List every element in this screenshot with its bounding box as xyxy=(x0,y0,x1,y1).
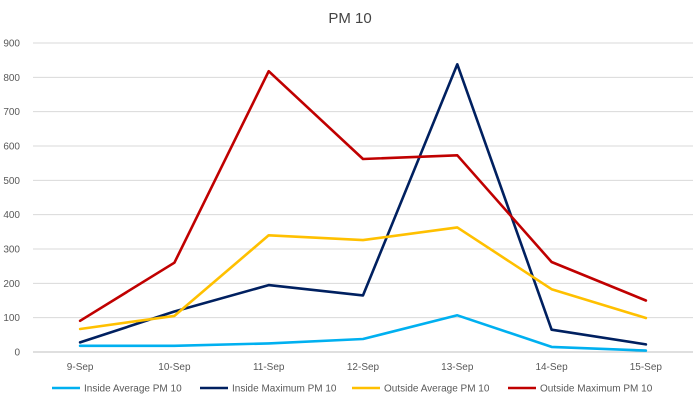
legend: Inside Average PM 10 Inside Maximum PM 10… xyxy=(52,384,653,395)
x-tick-label: 12-Sep xyxy=(347,362,380,373)
x-tick-label: 15-Sep xyxy=(630,362,663,373)
x-tick-label: 9-Sep xyxy=(67,362,94,373)
x-tick-label: 13-Sep xyxy=(441,362,474,373)
series-line-1 xyxy=(78,313,648,352)
series-lines xyxy=(78,63,648,352)
y-tick-label: 500 xyxy=(3,176,20,187)
x-tick-label: 14-Sep xyxy=(535,362,568,373)
series-line-3 xyxy=(78,226,648,331)
legend-label: Inside Average PM 10 xyxy=(84,384,182,395)
y-tick-label: 0 xyxy=(14,348,20,359)
legend-label: Outside Average PM 10 xyxy=(384,384,490,395)
y-tick-label: 300 xyxy=(3,245,20,256)
gridlines xyxy=(33,42,693,353)
y-tick-label: 600 xyxy=(3,142,20,153)
legend-label: Inside Maximum PM 10 xyxy=(232,384,337,395)
series-line-2 xyxy=(78,63,648,346)
y-tick-label: 400 xyxy=(3,210,20,221)
x-tick-label: 10-Sep xyxy=(158,362,191,373)
y-tick-label: 100 xyxy=(3,313,20,324)
x-axis-ticks: 9-Sep 10-Sep 11-Sep 12-Sep 13-Sep 14-Sep 15-Se… xyxy=(67,362,663,373)
x-tick-label: 11-Sep xyxy=(253,362,285,373)
y-tick-label: 900 xyxy=(3,39,20,50)
series-line-4 xyxy=(78,69,648,323)
y-tick-label: 800 xyxy=(3,73,20,84)
y-tick-label: 200 xyxy=(3,279,20,290)
y-tick-label: 700 xyxy=(3,107,20,118)
chart-title: PM 10 xyxy=(328,10,371,27)
y-axis-ticks: 0 100 200 300 400 500 600 700 800 900 xyxy=(3,39,20,359)
legend-label: Outside Maximum PM 10 xyxy=(540,384,653,395)
